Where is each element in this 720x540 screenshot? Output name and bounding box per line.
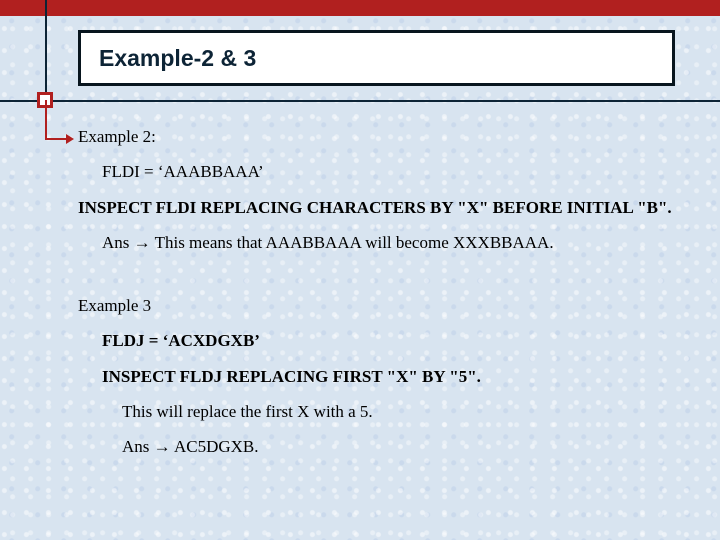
- arrow-shaft: [45, 100, 47, 140]
- vertical-rule: [45, 0, 47, 101]
- example3-inspect: INSPECT FLDJ REPLACING FIRST "X" BY "5".: [102, 366, 680, 387]
- example3-fldj: FLDJ = ‘ACXDGXB’: [102, 330, 680, 351]
- example2-fldi: FLDI = ‘AAABBAAA’: [102, 161, 680, 182]
- accent-top-bar: [0, 0, 720, 16]
- example2-label: Example 2:: [78, 126, 680, 147]
- title-box: Example-2 & 3: [78, 30, 675, 86]
- horizontal-rule: [0, 100, 720, 102]
- arrow-icon: [48, 134, 74, 144]
- example3-answer: Ans → AC5DGXB.: [122, 436, 680, 457]
- example2-inspect: INSPECT FLDI REPLACING CHARACTERS BY "X"…: [78, 197, 680, 218]
- arrow-head: [66, 134, 74, 144]
- example2-answer: Ans → This means that AAABBAAA will beco…: [102, 232, 680, 253]
- slide-body: Example 2: FLDI = ‘AAABBAAA’ INSPECT FLD…: [78, 126, 680, 471]
- example3-label: Example 3: [78, 295, 680, 316]
- example3-explain: This will replace the first X with a 5.: [122, 401, 680, 422]
- slide-title: Example-2 & 3: [99, 45, 256, 72]
